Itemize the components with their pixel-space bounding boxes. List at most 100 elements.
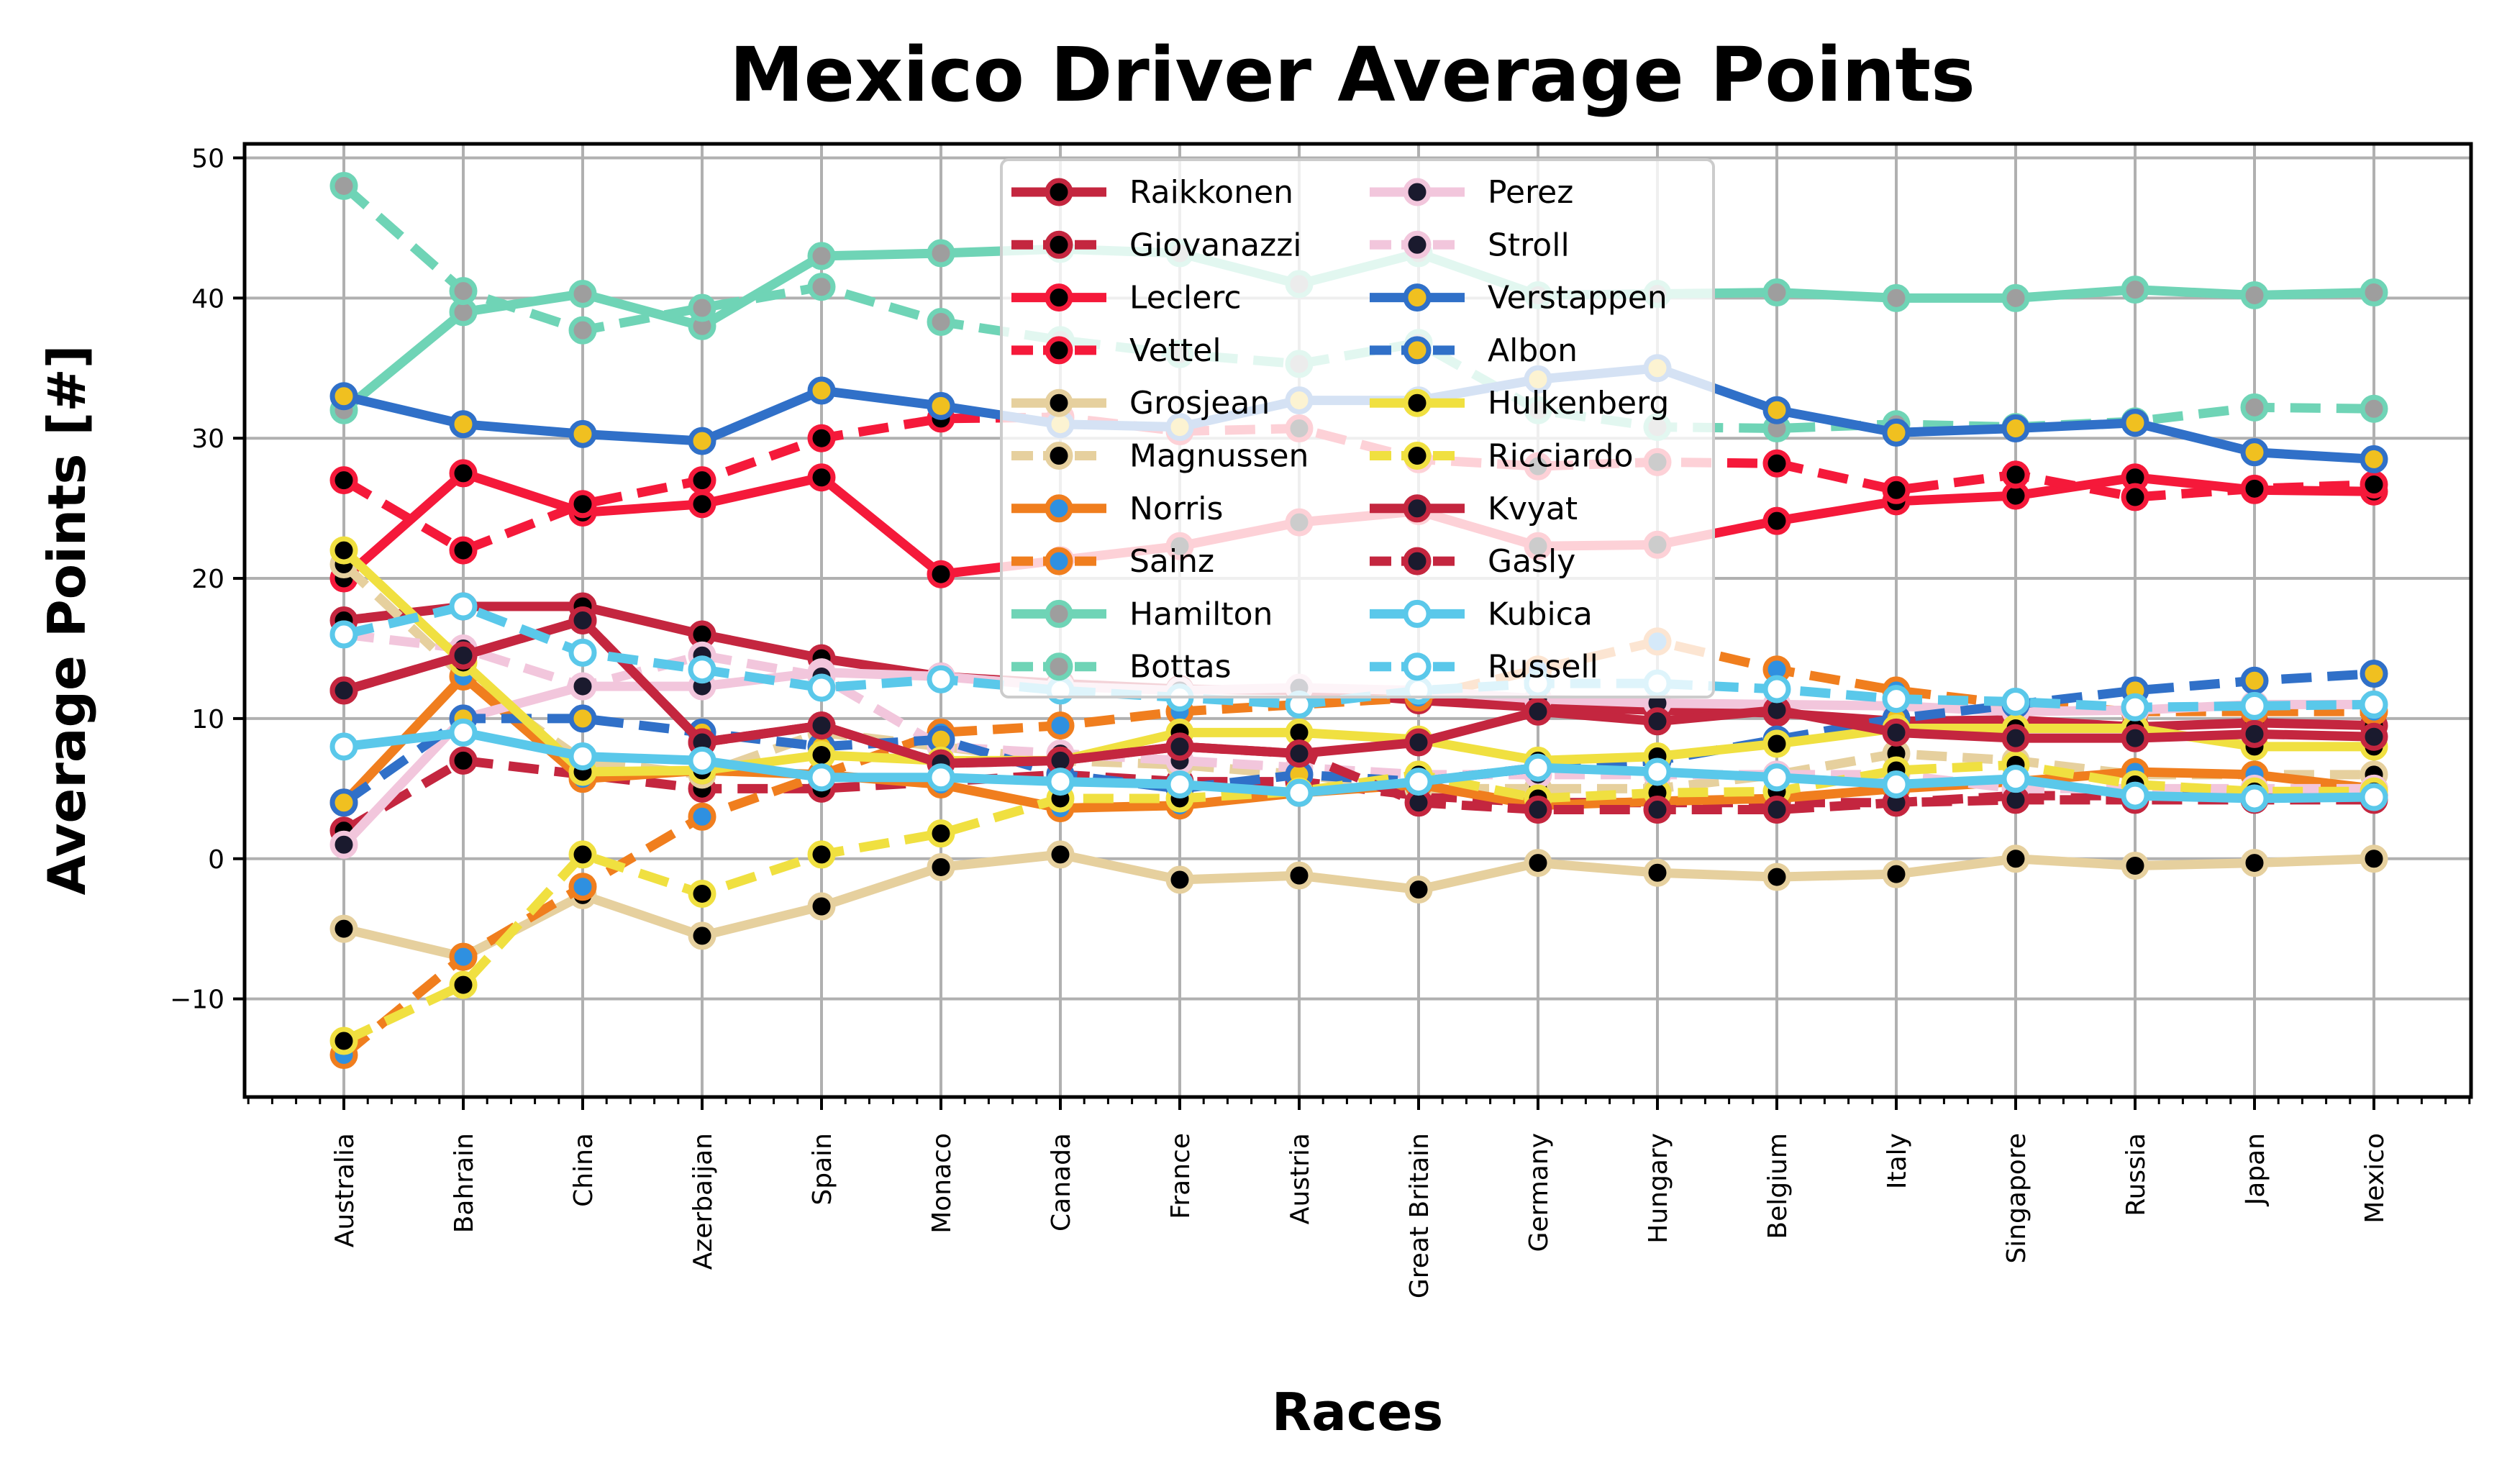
data-point-leclerc — [927, 560, 955, 588]
legend-item-hamilton: Hamilton — [1011, 596, 1273, 632]
data-point-verstappen — [2240, 438, 2269, 467]
x-tick-label: Bahrain — [450, 1133, 479, 1233]
legend-item-bottas: Bottas — [1011, 649, 1232, 686]
legend-marker-ricciardo — [1403, 442, 1432, 470]
data-point-russell — [329, 620, 358, 649]
data-point-verstappen — [2360, 445, 2388, 473]
legend-label-norris: Norris — [1129, 491, 1223, 527]
legend-label-hulkenberg: Hulkenberg — [1488, 385, 1669, 422]
legend-item-gasly: Gasly — [1370, 543, 1575, 580]
data-point-kubica — [1762, 763, 1791, 792]
series-line-gasly — [342, 616, 2374, 815]
legend-item-russell: Russell — [1370, 649, 1598, 686]
legend-marker-norris — [1045, 494, 1073, 523]
legend-marker-russell — [1403, 652, 1432, 681]
x-tick-label: Singapore — [2002, 1133, 2031, 1264]
y-tick-label: 0 — [208, 845, 224, 875]
data-point-vettel — [449, 536, 478, 565]
data-point-vettel — [1882, 475, 1911, 504]
y-tick-label: 30 — [191, 424, 224, 454]
legend-item-kubica: Kubica — [1370, 596, 1593, 632]
data-point-grosjean — [1882, 860, 1911, 888]
data-point-kvyat — [1643, 707, 1672, 736]
x-tick-label: Hungary — [1644, 1133, 1673, 1244]
legend-item-grosjean: Grosjean — [1011, 385, 1270, 422]
series-hulkenberg — [329, 536, 2388, 786]
y-tick-label: 10 — [191, 705, 224, 734]
series-line-magnussen — [340, 560, 2374, 793]
data-point-grosjean — [2001, 845, 2030, 873]
legend-item-norris: Norris — [1011, 491, 1223, 527]
data-point-kubica — [1643, 757, 1672, 786]
legend-marker-vettel — [1045, 336, 1073, 365]
data-point-vettel — [2001, 460, 2030, 489]
y-tick-label: 40 — [191, 284, 224, 314]
legend-box — [1000, 158, 1715, 698]
data-point-leclerc — [688, 490, 716, 519]
legend-label-sainz: Sainz — [1129, 543, 1214, 580]
data-point-grosjean — [1762, 862, 1791, 891]
y-tick-label: 20 — [191, 565, 224, 594]
data-point-albon — [568, 704, 597, 733]
data-point-ricciardo — [688, 879, 716, 908]
legend-marker-kubica — [1403, 599, 1432, 628]
axis-ticks: Australia Bahrain China Azerbaijan Spain Mona… — [170, 144, 2471, 1298]
data-point-kvyat — [2360, 722, 2388, 751]
legend-item-kvyat: Kvyat — [1370, 491, 1578, 527]
legend-label-vettel: Vettel — [1129, 332, 1221, 369]
data-point-sainz — [449, 942, 478, 971]
data-point-stroll — [568, 672, 597, 701]
data-point-sainz — [688, 802, 716, 831]
x-tick-label: Belgium — [1763, 1133, 1793, 1239]
data-point-kubica — [807, 763, 836, 792]
x-tick-label: Monaco — [927, 1133, 957, 1234]
x-tick-label: Russia — [2121, 1133, 2151, 1216]
data-point-verstappen — [568, 419, 597, 448]
data-point-russell — [2121, 693, 2149, 721]
series-kubica — [329, 718, 2388, 813]
data-point-verstappen — [807, 376, 836, 405]
data-point-verstappen — [2121, 409, 2149, 437]
data-point-russell — [2360, 690, 2388, 719]
series-line-stroll — [343, 629, 2374, 793]
plot-frame — [242, 142, 2473, 1099]
legend-marker-hulkenberg — [1403, 388, 1432, 417]
legend-marker-albon — [1403, 336, 1432, 365]
data-point-albon — [329, 788, 358, 817]
legend-marker-magnussen — [1045, 442, 1073, 470]
x-tick-label: Azerbaijan — [688, 1133, 718, 1270]
x-tick-label: Germany — [1524, 1133, 1554, 1252]
legend-marker-raikkonen — [1045, 178, 1073, 206]
data-point-kvyat — [1882, 718, 1911, 747]
legend-marker-stroll — [1403, 230, 1432, 259]
legend-label-stroll: Stroll — [1488, 227, 1570, 263]
legend-marker-grosjean — [1045, 388, 1073, 417]
data-point-grosjean — [1404, 875, 1433, 904]
legend-item-giovanazzi: Giovanazzi — [1011, 227, 1302, 263]
data-point-bottas — [329, 171, 358, 200]
data-point-grosjean — [688, 921, 716, 950]
data-point-kubica — [329, 732, 358, 761]
y-axis-label: Average Points [#] — [37, 345, 97, 895]
data-point-hamilton — [2360, 278, 2388, 307]
data-point-bottas — [807, 273, 836, 301]
data-point-hamilton — [927, 239, 955, 268]
data-point-gasly — [1285, 739, 1314, 768]
legend-label-raikkonen: Raikkonen — [1129, 174, 1293, 211]
x-tick-label: China — [569, 1133, 599, 1207]
legend-item-albon: Albon — [1370, 332, 1578, 369]
data-point-gasly — [1762, 796, 1791, 824]
data-point-gasly — [1524, 796, 1552, 824]
data-point-grosjean — [2360, 845, 2388, 873]
data-point-perez — [329, 830, 358, 859]
data-point-vettel — [568, 490, 597, 519]
data-point-kvyat — [1404, 728, 1433, 757]
data-point-grosjean — [1285, 861, 1314, 890]
data-point-kubica — [1046, 768, 1075, 796]
data-point-russell — [2001, 688, 2030, 716]
legend: Raikkonen Giovanazzi Leclerc Vettel Grosjean… — [1000, 158, 1715, 698]
x-tick-label: France — [1166, 1133, 1196, 1219]
data-point-russell — [2240, 691, 2269, 720]
data-point-kubica — [1165, 770, 1194, 798]
